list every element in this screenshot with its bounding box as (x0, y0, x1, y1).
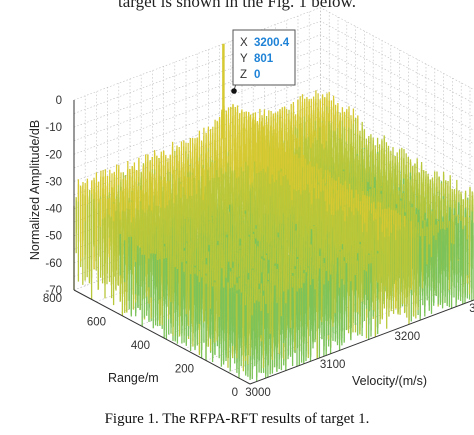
grid-line-z (73, 61, 474, 155)
grid-line-z (73, 47, 474, 141)
grid-line-z (73, 75, 474, 169)
grid-line-z (73, 34, 474, 128)
grid-line-z (73, 7, 474, 101)
surface (73, 43, 474, 382)
top-text: target is shown in the Fig. 1 below. (118, 0, 356, 11)
